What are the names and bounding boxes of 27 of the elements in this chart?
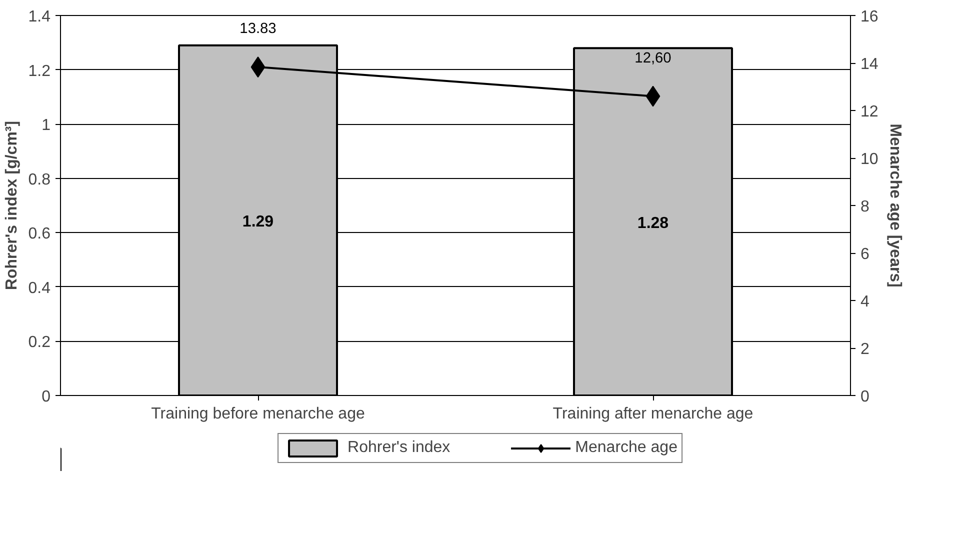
legend-label: Rohrer's index xyxy=(348,439,450,457)
y-axis-title: Rohrer's index [g/cm³] xyxy=(3,120,20,290)
data-label: 13.83 xyxy=(240,21,276,38)
y2-tick-label: 14 xyxy=(860,56,878,73)
x-tick-label: Training before menarche age xyxy=(151,406,365,422)
x-tick-label: Training after menarche age xyxy=(552,406,754,422)
y2-tick-label: 6 xyxy=(860,246,870,263)
y2-tick-label: 4 xyxy=(860,294,870,310)
y-tick-label: 0.2 xyxy=(28,334,51,352)
data-label: 1.28 xyxy=(637,214,669,232)
y2-tick-label: 2 xyxy=(860,341,870,358)
data-label: 12,60 xyxy=(634,50,672,66)
y-tick-label: 1.4 xyxy=(28,8,51,26)
y-tick-label: 0.4 xyxy=(28,280,51,297)
y-tick-label: 1 xyxy=(42,117,51,134)
y-tick-label: 0 xyxy=(42,388,51,406)
y2-tick-label: 8 xyxy=(860,198,870,216)
y2-tick-label: 0 xyxy=(860,388,870,406)
data-label: 1.29 xyxy=(242,213,274,230)
y2-tick-label: 16 xyxy=(860,8,878,26)
y-tick-label: 0.8 xyxy=(28,171,51,188)
legend-label: Menarche age xyxy=(575,439,678,457)
y2-tick-label: 12 xyxy=(860,104,878,120)
y-tick-label: 0.6 xyxy=(28,226,51,243)
y2-tick-label: 10 xyxy=(860,151,878,168)
y-tick-label: 1.2 xyxy=(28,62,51,80)
y2-axis-title: Menarche age [years] xyxy=(886,124,904,288)
